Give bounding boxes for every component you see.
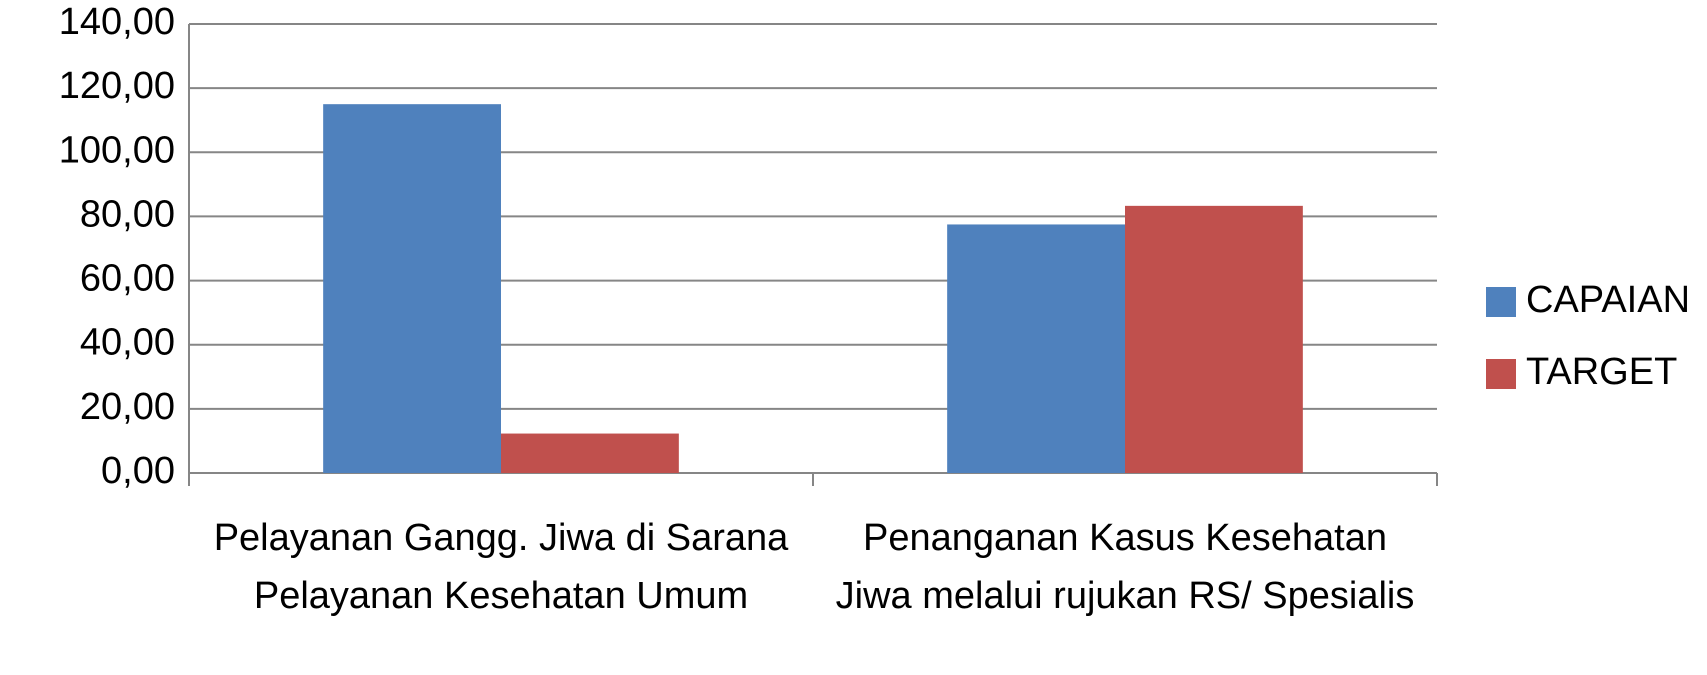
y-tick-label: 100,00 [59,129,175,171]
y-tick-label: 0,00 [101,450,175,492]
y-tick-label: 80,00 [80,193,175,235]
bar [501,433,679,473]
y-tick-label: 60,00 [80,258,175,300]
bar [947,224,1125,473]
bar [1125,205,1303,473]
x-tick-label: Pelayanan Gangg. Jiwa di Sarana Pelayana… [213,517,789,617]
legend-label: CAPAIAN [1526,279,1690,321]
y-tick-label: 140,00 [59,1,175,43]
legend-swatch [1486,287,1516,317]
bar [323,104,501,473]
x-tick-label: Penanganan Kasus Kesehatan Jiwa melalui … [835,517,1415,617]
y-tick-label: 120,00 [59,65,175,107]
legend-swatch [1486,359,1516,389]
legend-label: TARGET [1526,351,1677,393]
y-tick-label: 40,00 [80,322,175,364]
y-tick-label: 20,00 [80,386,175,428]
